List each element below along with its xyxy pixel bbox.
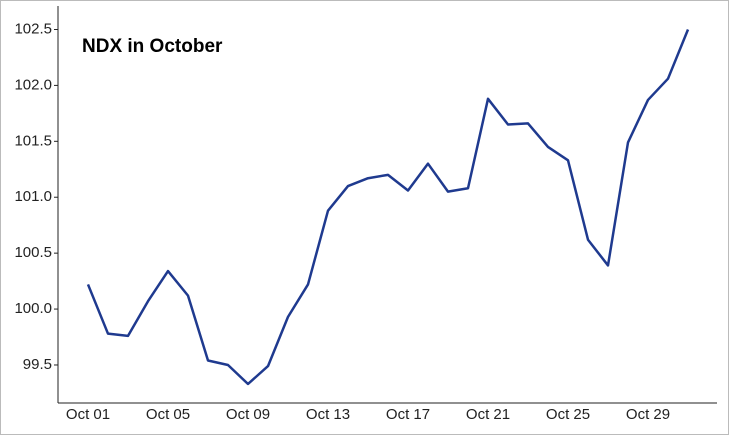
x-tick-label: Oct 05 (146, 406, 190, 423)
y-tick-label: 101.0 (14, 188, 52, 205)
y-tick-label: 99.5 (23, 356, 52, 373)
x-tick-label: Oct 09 (226, 406, 270, 423)
x-tick-label: Oct 13 (306, 406, 350, 423)
chart-title: NDX in October (82, 36, 223, 57)
x-tick-label: Oct 01 (66, 406, 110, 423)
y-tick-label: 100.0 (14, 300, 52, 317)
y-tick-label: 101.5 (14, 132, 52, 149)
x-tick-label: Oct 17 (386, 406, 430, 423)
x-tick-label: Oct 21 (466, 406, 510, 423)
y-tick-label: 100.5 (14, 244, 52, 261)
x-tick-label: Oct 29 (626, 406, 670, 423)
line (86, 29, 690, 386)
x-tick-label: Oct 25 (546, 406, 590, 423)
y-tick-label: 102.5 (14, 20, 52, 37)
y-tick-label: 102.0 (14, 76, 52, 93)
